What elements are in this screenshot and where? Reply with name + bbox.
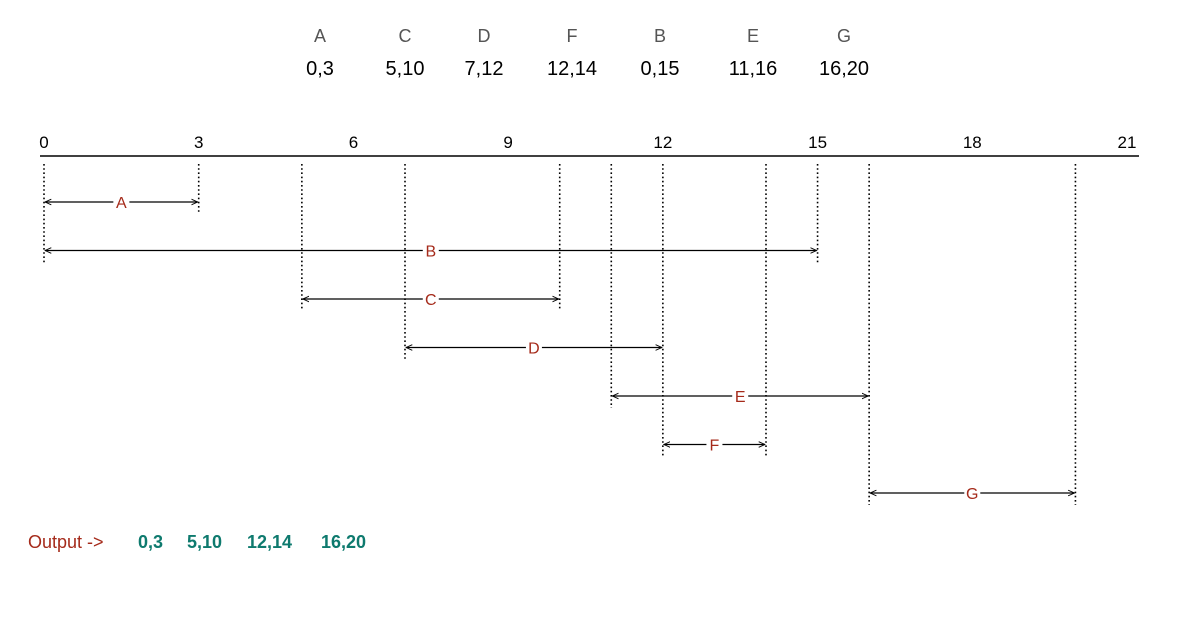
output-label: Output -> [28,532,104,552]
header-name: C [399,26,412,46]
interval-label-bg [525,338,542,357]
interval-label: D [528,341,540,358]
axis-tick-label: 12 [653,133,672,152]
interval-label: A [116,195,127,212]
header-range: 11,16 [729,58,778,80]
axis-tick-label: 15 [808,133,827,152]
interval-label-bg [706,435,723,454]
header-range: 12,14 [547,58,597,80]
header-range: 5,10 [386,58,425,80]
output-line: Output -> 0,3 5,10 12,14 16,20 [28,532,366,552]
output-value: 5,10 [187,532,222,552]
header-name: A [314,26,326,46]
interval-label-bg [732,387,749,405]
output-value: 16,20 [321,532,366,552]
interval-label: E [735,389,746,406]
header-name: G [837,26,851,46]
output-value: 12,14 [247,532,292,552]
interval-label-bg [113,193,130,211]
header-range: 7,12 [465,58,504,80]
dotted-guide-lines [43,164,1077,505]
output-value: 0,3 [138,532,163,552]
axis-tick-label: 3 [194,133,203,152]
interval-label: C [425,292,437,309]
interval-label-bg [422,290,439,308]
axis-tick-label: 6 [349,133,358,152]
axis-tick-label: 9 [503,133,512,152]
header-name: B [654,26,666,46]
axis-tick-label: 21 [1118,133,1137,152]
header-range: 0,3 [306,58,334,80]
interval-label: G [966,486,978,503]
header-range: 16,20 [819,58,869,80]
interval-label-bg [422,241,439,260]
header-name: F [567,26,578,46]
header-name: D [478,26,491,46]
interval-arrows: A B C D E F G [45,193,1074,503]
interval-label-bg [964,484,981,502]
number-axis: 0 3 6 9 12 15 18 21 [39,133,1139,157]
axis-tick-label: 0 [39,133,48,152]
axis-tick-label: 18 [963,133,982,152]
header-name: E [747,26,759,46]
header-range: 0,15 [641,58,680,80]
header-interval-list: A 0,3 C 5,10 D 7,12 F 12,14 B 0,15 E 11,16 G 16,20 [306,26,869,80]
interval-label: F [710,438,720,455]
interval-label: B [425,244,436,261]
